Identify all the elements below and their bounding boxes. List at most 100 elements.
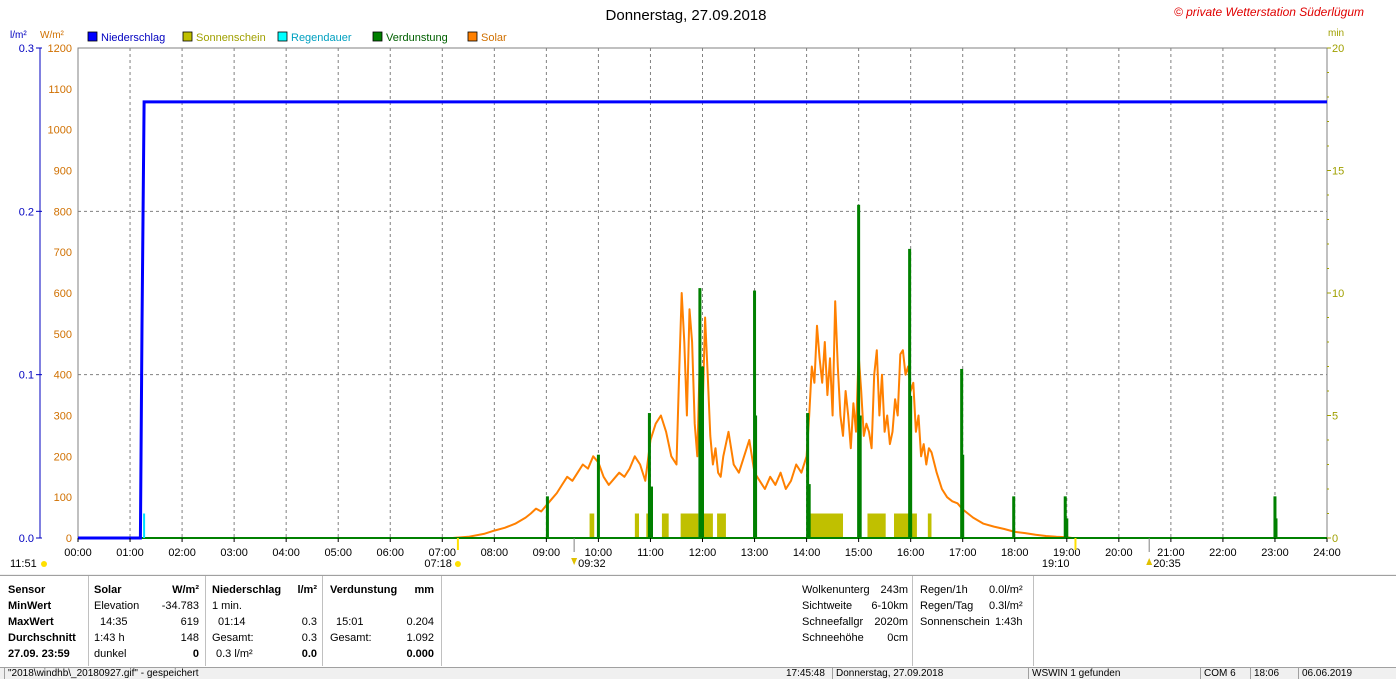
niederschlag-title: Niederschlag [212, 584, 282, 596]
y-solar-tick-label: 1200 [48, 43, 72, 55]
sonnenschein-bar [717, 513, 726, 538]
regen-tag-value: 0.3l/m² [989, 600, 1023, 612]
sensor-column: Sensor MinWert MaxWert Durchschnitt 27.0… [0, 576, 88, 666]
solar-max-time: 14:35 [100, 616, 128, 628]
status-wswin: WSWIN 1 gefunden [1028, 668, 1197, 679]
sonnenschein-bar [661, 513, 669, 538]
legend-swatch [467, 31, 478, 42]
sonnenschein-label: Sonnenschein [920, 616, 990, 628]
y-solar-tick-label: 1100 [48, 84, 72, 96]
solar-title: Solar [94, 584, 122, 596]
x-tick-label: 07:00 [429, 547, 457, 559]
x-tick-label: 11:00 [637, 547, 664, 559]
moonrise-label: 09:32 [578, 558, 606, 570]
y-rain-tick-label: 0.1 [19, 370, 34, 382]
x-tick-label: 20:00 [1105, 547, 1133, 559]
verdunstung-bar [1063, 496, 1067, 538]
niederschlag-unit: l/m² [297, 584, 317, 596]
niederschlag-now-label: 0.3 l/m² [216, 648, 253, 660]
niederschlag-max-time: 01:14 [218, 616, 246, 628]
x-tick-label: 23:00 [1261, 547, 1289, 559]
moonset-icon [1146, 558, 1153, 565]
verdunstung-bar [753, 290, 757, 538]
sunrise-label: 07:18 [424, 558, 452, 570]
wolkenunterg-value: 243m [880, 584, 908, 596]
wolken-column: Wolkenunterg 243m Sichtweite 6-10km Schn… [796, 576, 916, 666]
sensor-row-min: MinWert [8, 600, 52, 612]
info-panel: Sensor MinWert MaxWert Durchschnitt 27.0… [0, 575, 1396, 668]
y-right-tick-label: 0 [1332, 533, 1338, 545]
sensor-title: Sensor [8, 584, 46, 596]
solar-avg-label: 1:43 h [94, 632, 125, 644]
x-tick-label: 24:00 [1313, 547, 1341, 559]
chart-area: Donnerstag, 27.09.2018 © private Wetters… [0, 0, 1396, 574]
verdunstung-max-value: 0.204 [406, 616, 434, 628]
sonnenschein-bar [809, 513, 844, 538]
x-tick-label: 22:00 [1209, 547, 1237, 559]
right-unit-label: min [1328, 28, 1344, 39]
legend-label: Solar [481, 32, 507, 44]
x-tick-label: 18:00 [1001, 547, 1029, 559]
y-solar-tick-label: 600 [54, 288, 72, 300]
solar-now-label: dunkel [94, 648, 127, 660]
legend-swatch [182, 31, 193, 42]
x-tick-label: 00:00 [64, 547, 92, 559]
niederschlag-now-value: 0.0 [301, 648, 317, 660]
status-clock: 18:06 [1250, 668, 1296, 679]
legend-label: Regendauer [291, 32, 352, 44]
verdunstung-now-value: 0.000 [406, 648, 434, 660]
sonnenschein-bar [867, 513, 886, 538]
niederschlag-min-label: 1 min. [212, 600, 242, 612]
schneefallgr-label: Schneefallgr [802, 616, 864, 628]
solar-unit-label: W/m² [40, 30, 65, 41]
solar-max-value: 619 [180, 616, 199, 628]
verdunstung-sum-value: 1.092 [406, 632, 434, 644]
verdunstung-bar [545, 496, 549, 538]
sonnenschein-bar [634, 513, 640, 538]
solar-line [78, 292, 1327, 539]
rain-unit-label: l/m² [10, 30, 27, 41]
verdunstung-unit: mm [414, 584, 434, 596]
verdunstung-bar [701, 366, 704, 538]
verdunstung-sum-label: Gesamt: [330, 632, 372, 644]
x-tick-label: 16:00 [897, 547, 925, 559]
verdunstung-bar [858, 415, 862, 538]
y-solar-tick-label: 500 [54, 329, 72, 341]
sensor-row-date: 27.09. 23:59 [8, 648, 70, 660]
status-file: "2018\windhb\_20180927.gif" - gespeicher… [4, 668, 228, 679]
verdunstung-bar [596, 454, 600, 538]
y-solar-tick-label: 1000 [48, 125, 72, 137]
axes: 00:00 01:00 02:00 03:00 04:00 05:00 06:00 07:00… [10, 43, 1344, 570]
sonnenschein-bar [703, 513, 713, 538]
sensor-row-avg: Durchschnitt [8, 632, 76, 644]
verdunstung-bar [857, 204, 861, 539]
y-solar-tick-label: 0 [66, 533, 72, 545]
verdunstung-column: Verdunstung mm 15:01 0.204 Gesamt: 1.092… [323, 576, 441, 666]
status-date2: 06.06.2019 [1298, 668, 1372, 679]
status-bar: "2018\windhb\_20180927.gif" - gespeicher… [0, 667, 1396, 679]
x-tick-label: 19:00 [1053, 547, 1081, 559]
status-port: COM 6 [1200, 668, 1246, 679]
sichtweite-value: 6-10km [871, 600, 908, 612]
x-tick-label: 12:00 [689, 547, 717, 559]
y-solar-tick-label: 100 [54, 492, 72, 504]
solar-unit: W/m² [172, 584, 199, 596]
legend-label: Verdunstung [386, 32, 448, 44]
verdunstung-bar [1273, 496, 1277, 538]
regen-1h-label: Regen/1h [920, 584, 968, 596]
verdunstung-bar [960, 368, 964, 538]
solar-min-label: Elevation [94, 600, 140, 612]
sonnenschein-bar [927, 513, 932, 538]
sunrise-icon [454, 561, 461, 567]
legend-swatch [277, 31, 288, 42]
y-rain-tick-label: 0.0 [19, 533, 34, 545]
x-tick-label: 09:00 [533, 547, 561, 559]
y-solar-tick-label: 900 [54, 166, 72, 178]
verdunstung-bar [698, 288, 702, 538]
verdunstung-max-time: 15:01 [336, 616, 364, 628]
regen-column: Regen/1h 0.0l/m² Regen/Tag 0.3l/m² Sonne… [913, 576, 1033, 666]
niederschlag-sum-label: Gesamt: [212, 632, 254, 644]
schneehoehe-value: 0cm [887, 632, 908, 644]
x-tick-label: 03:00 [220, 547, 248, 559]
solar-avg-value: 148 [180, 632, 199, 644]
